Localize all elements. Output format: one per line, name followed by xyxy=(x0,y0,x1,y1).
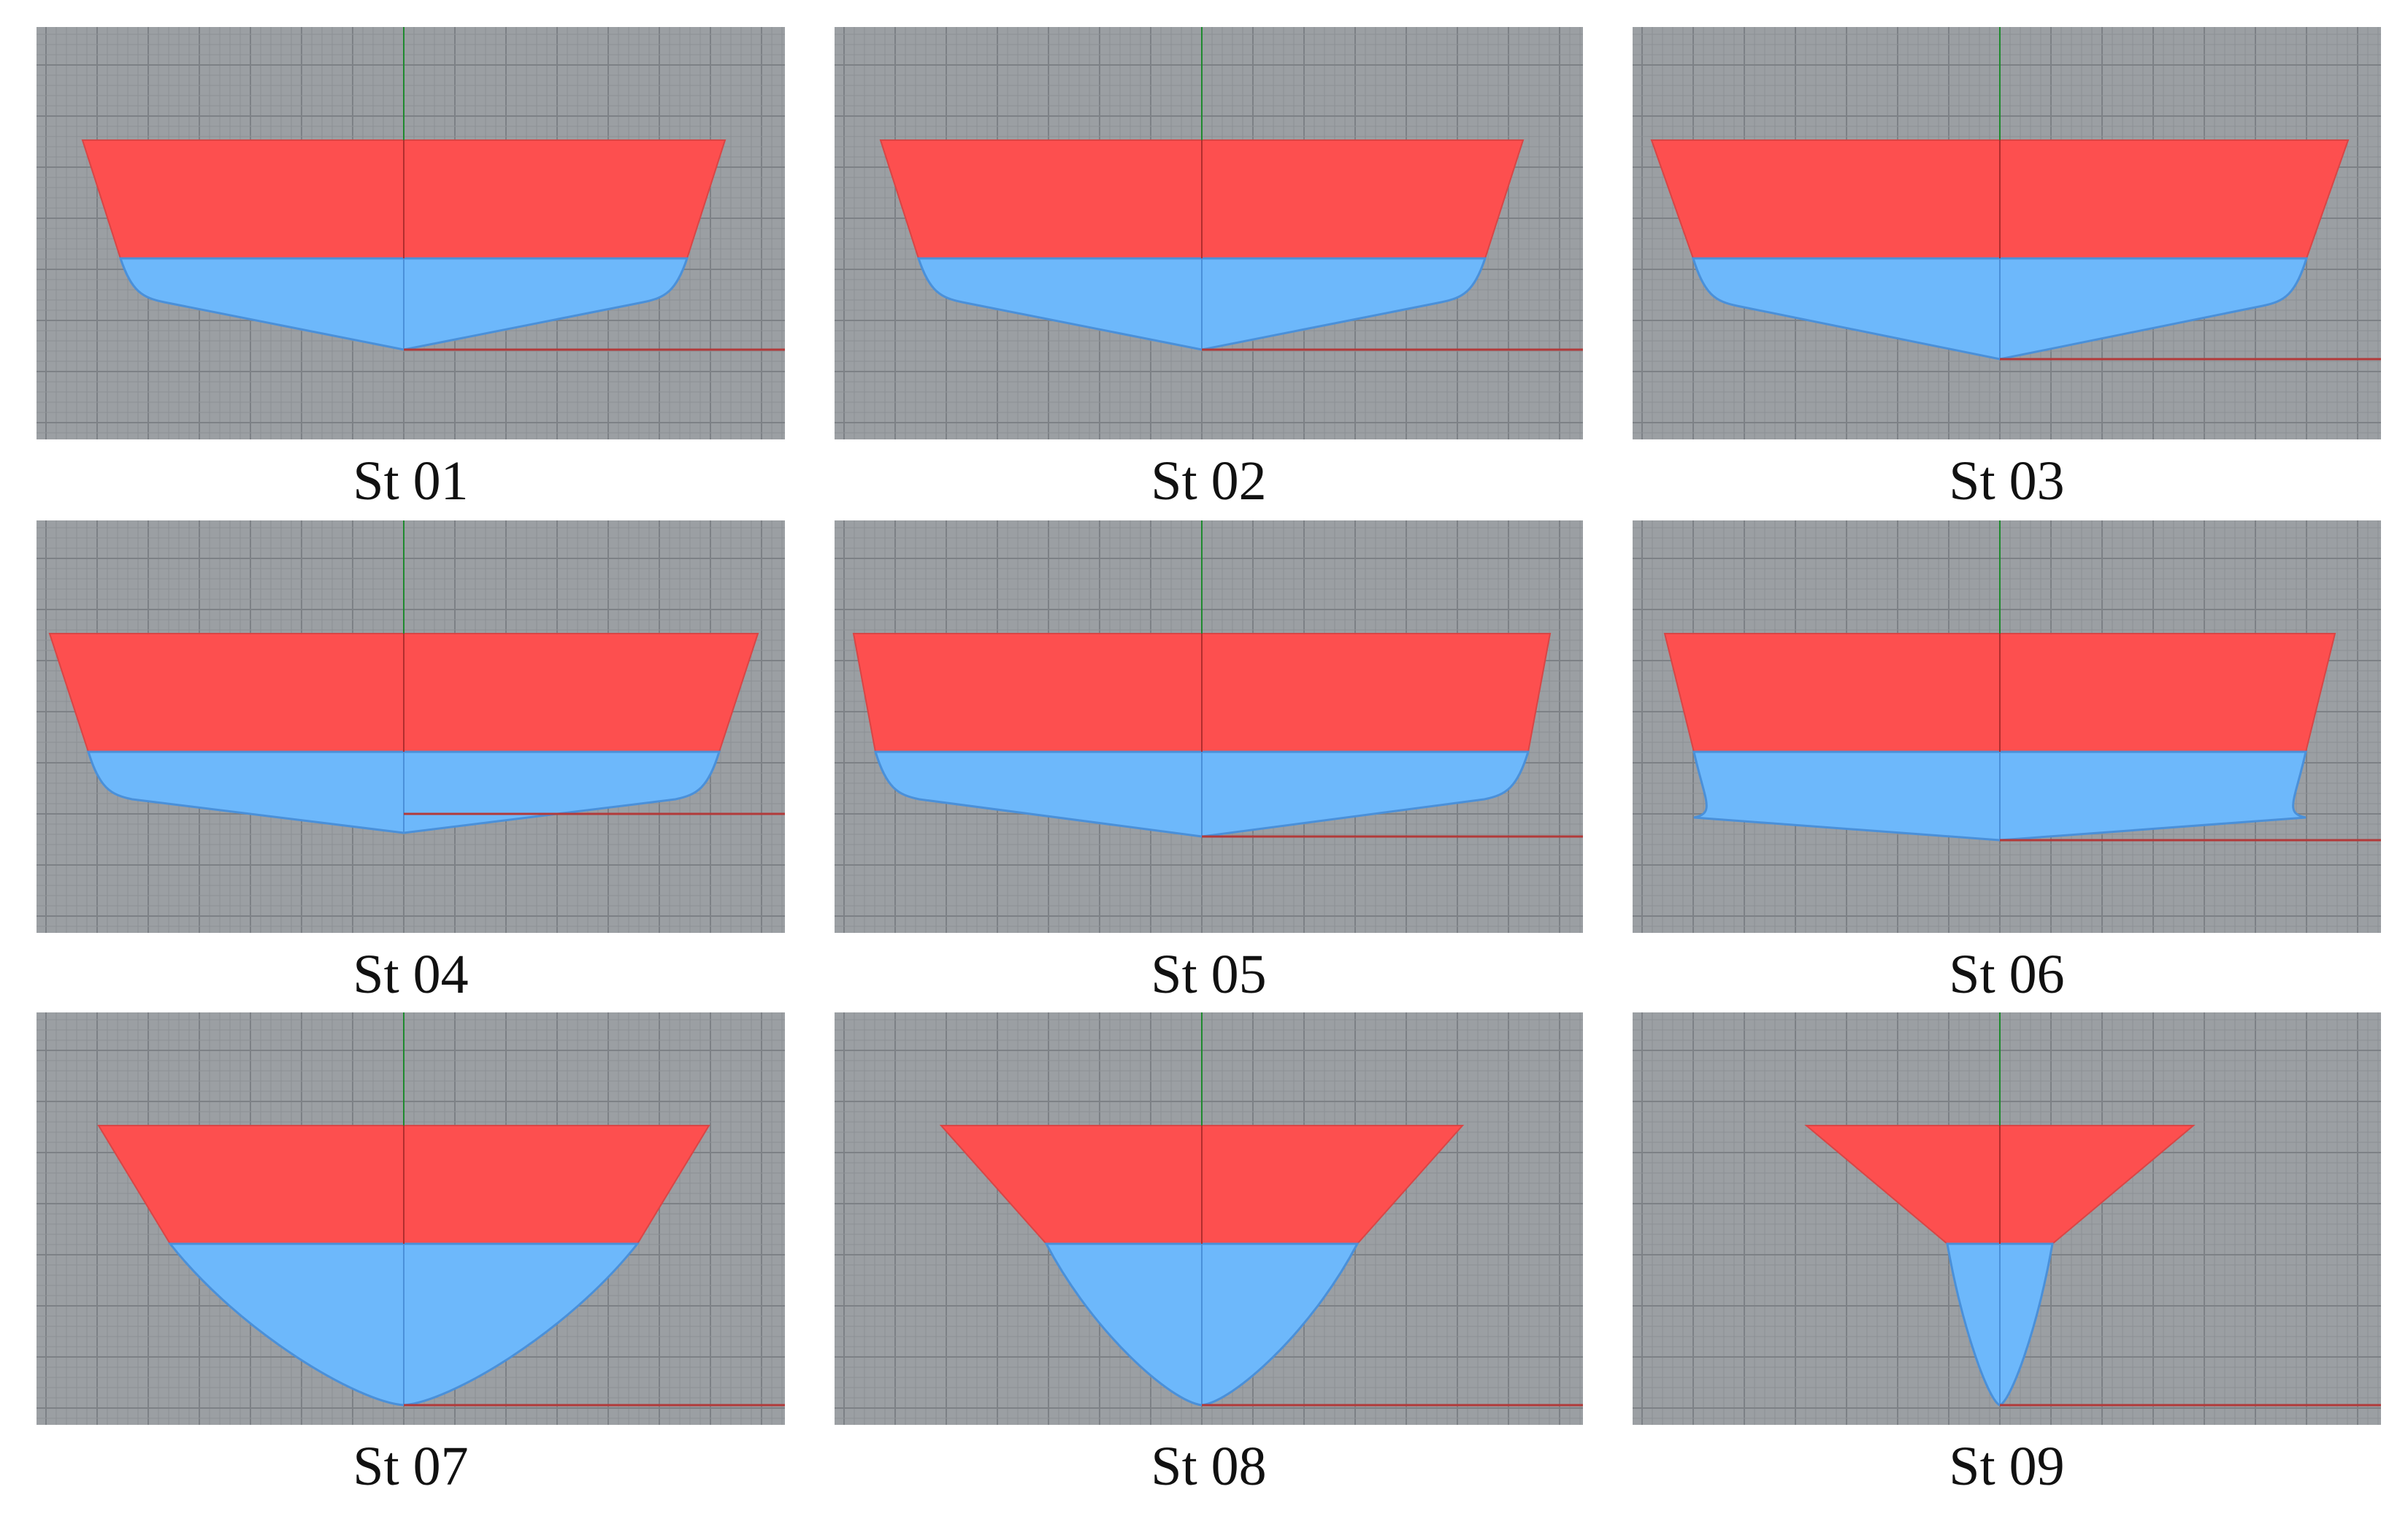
station-viewport-st-01 xyxy=(37,27,785,439)
station-viewport-st-09 xyxy=(1633,1012,2381,1425)
station-viewport-st-08 xyxy=(835,1012,1583,1425)
section-view xyxy=(1633,1012,2381,1425)
section-view xyxy=(835,520,1583,933)
station-viewport-st-04 xyxy=(37,520,785,933)
section-view xyxy=(37,520,785,933)
station-viewport-st-05 xyxy=(835,520,1583,933)
station-label: St 03 xyxy=(1949,450,2065,512)
station-label: St 04 xyxy=(353,944,469,1005)
station-label: St 07 xyxy=(353,1436,469,1497)
section-view xyxy=(1633,27,2381,439)
station-label: St 05 xyxy=(1151,944,1267,1005)
station-viewport-st-03 xyxy=(1633,27,2381,439)
section-view xyxy=(835,27,1583,439)
station-label: St 09 xyxy=(1949,1436,2065,1497)
section-view xyxy=(37,1012,785,1425)
station-viewport-st-02 xyxy=(835,27,1583,439)
station-label: St 06 xyxy=(1949,944,2065,1005)
section-view xyxy=(835,1012,1583,1425)
station-label: St 02 xyxy=(1151,450,1267,512)
section-view xyxy=(37,27,785,439)
station-viewport-st-06 xyxy=(1633,520,2381,933)
station-label: St 01 xyxy=(353,450,469,512)
section-view xyxy=(1633,520,2381,933)
station-viewport-st-07 xyxy=(37,1012,785,1425)
station-label: St 08 xyxy=(1151,1436,1267,1497)
